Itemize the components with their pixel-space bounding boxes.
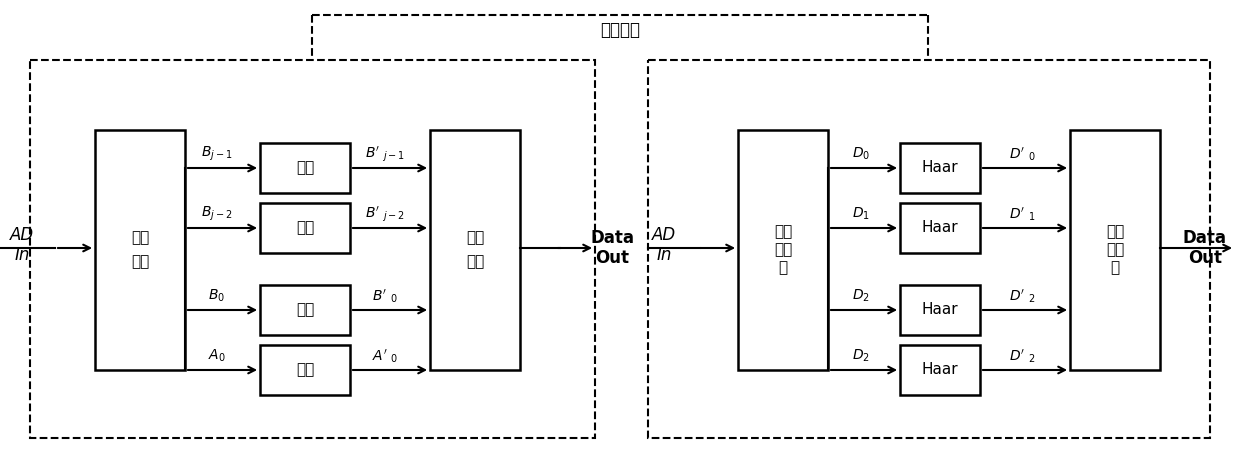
Text: $B_{j-2}$: $B_{j-2}$	[201, 205, 233, 223]
Text: Out: Out	[1188, 249, 1221, 267]
Text: 模块封装: 模块封装	[600, 21, 640, 39]
Text: 重构: 重构	[466, 255, 484, 270]
Text: 数据: 数据	[1106, 224, 1125, 239]
Text: $D'\ _2$: $D'\ _2$	[1008, 347, 1035, 365]
Text: $D_2$: $D_2$	[852, 348, 870, 364]
Text: Data: Data	[590, 229, 634, 247]
Text: $D_0$: $D_0$	[852, 146, 870, 162]
Bar	[260, 345, 350, 395]
Bar	[649, 60, 1210, 438]
Bar	[260, 285, 350, 335]
Bar	[430, 130, 520, 370]
Bar	[900, 203, 980, 253]
Bar	[30, 60, 595, 438]
Text: 分解: 分解	[131, 255, 149, 270]
Text: $B_0$: $B_0$	[208, 288, 226, 304]
Text: Haar: Haar	[921, 303, 959, 318]
Bar	[900, 143, 980, 193]
Text: AD: AD	[10, 226, 33, 244]
Text: Out: Out	[595, 249, 629, 267]
Bar	[1070, 130, 1159, 370]
Bar	[900, 345, 980, 395]
Text: 滤波: 滤波	[296, 220, 314, 235]
Text: 信号: 信号	[466, 230, 484, 245]
Text: $D'\ _1$: $D'\ _1$	[1008, 205, 1035, 223]
Text: Haar: Haar	[921, 220, 959, 235]
Text: Haar: Haar	[921, 362, 959, 377]
Text: $B'\ _{j-1}$: $B'\ _{j-1}$	[365, 144, 405, 164]
Text: 滤波: 滤波	[296, 160, 314, 175]
Text: $B'\ _{j-2}$: $B'\ _{j-2}$	[365, 204, 405, 224]
Text: $D'\ _0$: $D'\ _0$	[1008, 145, 1035, 163]
Text: Data: Data	[1183, 229, 1228, 247]
Text: 流合: 流合	[1106, 243, 1125, 257]
Bar	[260, 203, 350, 253]
Bar	[738, 130, 828, 370]
Text: $D_2$: $D_2$	[852, 288, 870, 304]
Text: 数据: 数据	[774, 224, 792, 239]
Text: $A'\ _0$: $A'\ _0$	[372, 347, 398, 365]
Text: 信号: 信号	[131, 230, 149, 245]
Text: 滤波: 滤波	[296, 303, 314, 318]
Bar	[260, 143, 350, 193]
Text: $A_0$: $A_0$	[208, 348, 226, 364]
Text: $D_1$: $D_1$	[852, 206, 870, 222]
Text: 流拆: 流拆	[774, 243, 792, 257]
Text: AD: AD	[652, 226, 676, 244]
Text: $B'\ _0$: $B'\ _0$	[372, 287, 398, 305]
Text: $B_{j-1}$: $B_{j-1}$	[201, 145, 233, 163]
Text: In: In	[656, 246, 672, 264]
Text: $D'\ _2$: $D'\ _2$	[1008, 287, 1035, 305]
Text: Haar: Haar	[921, 160, 959, 175]
Text: 分: 分	[779, 260, 787, 276]
Bar	[95, 130, 185, 370]
Text: In: In	[15, 246, 30, 264]
Text: 并: 并	[1111, 260, 1120, 276]
Bar	[900, 285, 980, 335]
Text: 滤波: 滤波	[296, 362, 314, 377]
